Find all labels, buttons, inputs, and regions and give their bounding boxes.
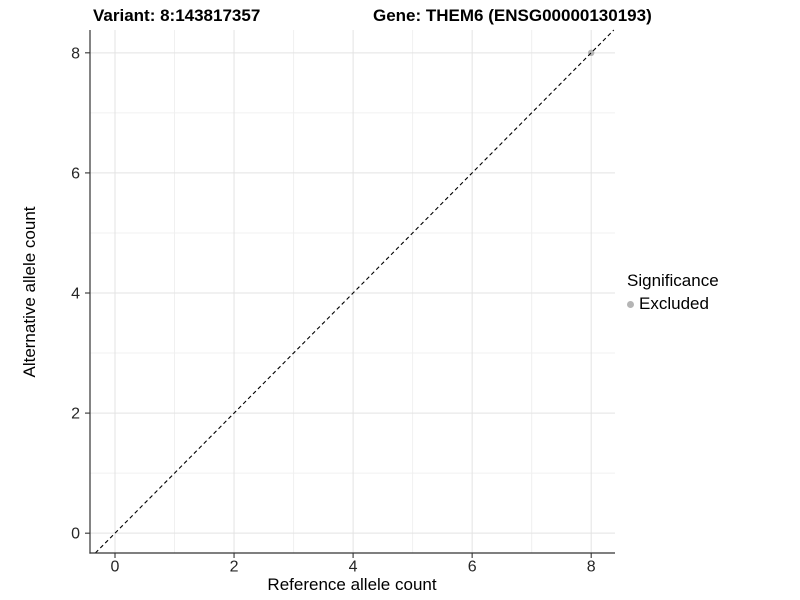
legend-item-label: Excluded: [639, 294, 709, 313]
x-tick-label: 2: [230, 559, 239, 576]
x-tick-label: 8: [587, 559, 596, 576]
legend-item-excluded: Excluded: [627, 294, 719, 314]
gene-title: Gene: THEM6 (ENSG00000130193): [373, 6, 652, 25]
y-tick-label: 0: [71, 526, 80, 543]
legend-title: Significance: [627, 271, 719, 290]
y-tick-label: 8: [71, 45, 80, 62]
identity-reference-line: [94, 29, 615, 554]
y-tick-label: 4: [71, 286, 80, 303]
y-tick-label: 2: [71, 406, 80, 423]
y-tick-label: 6: [71, 165, 80, 182]
excluded-point-icon: [627, 300, 634, 308]
x-tick-label: 0: [111, 559, 120, 576]
variant-title: Variant: 8:143817357: [93, 6, 261, 25]
x-axis-label: Reference allele count: [267, 575, 437, 594]
y-axis-label: Alternative allele count: [20, 206, 39, 378]
x-tick-label: 4: [349, 559, 358, 576]
x-tick-label: 6: [468, 559, 477, 576]
legend: Significance Excluded: [627, 271, 719, 314]
